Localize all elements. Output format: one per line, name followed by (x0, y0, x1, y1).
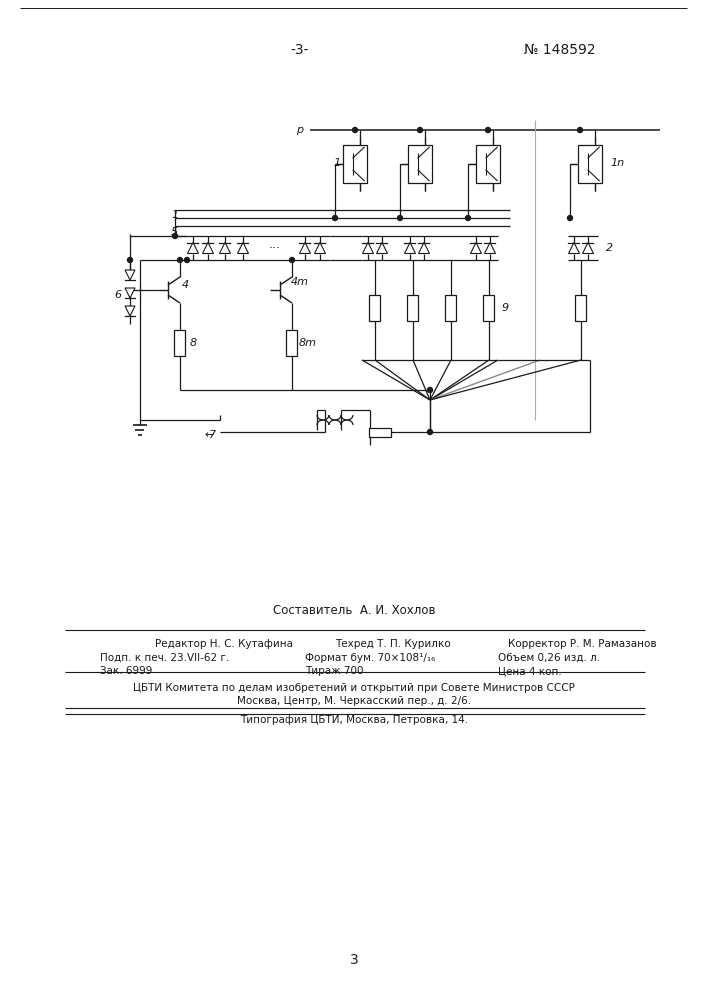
Text: Подп. к печ. 23.VII-62 г.: Подп. к печ. 23.VII-62 г. (100, 653, 229, 663)
Text: 3: 3 (350, 953, 358, 967)
Text: № 148592: № 148592 (524, 43, 596, 57)
Polygon shape (187, 242, 199, 253)
Polygon shape (300, 242, 310, 253)
Polygon shape (484, 242, 496, 253)
Text: Тираж 700: Тираж 700 (305, 666, 363, 676)
Polygon shape (219, 242, 230, 253)
Text: 6: 6 (115, 290, 122, 300)
Circle shape (465, 216, 470, 221)
Polygon shape (238, 242, 248, 253)
Bar (370, 295, 380, 321)
Text: 8: 8 (189, 338, 197, 348)
Polygon shape (125, 306, 135, 316)
Circle shape (578, 127, 583, 132)
Bar (175, 330, 185, 356)
Polygon shape (202, 242, 214, 253)
Polygon shape (377, 242, 387, 253)
Bar (369, 428, 391, 436)
Text: Зак. 6999: Зак. 6999 (100, 666, 153, 676)
Text: Техред Т. П. Курилко: Техред Т. П. Курилко (335, 639, 450, 649)
Circle shape (353, 127, 358, 132)
Text: ...: ... (269, 237, 281, 250)
Text: 2: 2 (607, 243, 614, 253)
Polygon shape (315, 242, 325, 253)
Polygon shape (470, 242, 481, 253)
Bar (575, 295, 587, 321)
Text: 5: 5 (170, 227, 177, 237)
Circle shape (486, 127, 491, 132)
Text: 8m: 8m (299, 338, 317, 348)
Text: Формат бум. 70×108¹/₁₆: Формат бум. 70×108¹/₁₆ (305, 653, 436, 663)
Polygon shape (419, 242, 429, 253)
Polygon shape (363, 242, 373, 253)
Text: 9: 9 (501, 303, 508, 313)
Circle shape (418, 127, 423, 132)
Bar (408, 145, 432, 183)
Polygon shape (404, 242, 416, 253)
Bar (286, 330, 298, 356)
Bar (343, 145, 367, 183)
Text: 7: 7 (209, 430, 216, 440)
Text: 1n: 1n (611, 158, 625, 168)
Circle shape (177, 257, 182, 262)
Text: ЦБТИ Комитета по делам изобретений и открытий при Совете Министров СССР: ЦБТИ Комитета по делам изобретений и отк… (133, 683, 575, 693)
Text: -3-: -3- (291, 43, 309, 57)
Text: 1: 1 (171, 210, 179, 220)
Circle shape (173, 233, 177, 238)
Text: Корректор Р. М. Рамазанов: Корректор Р. М. Рамазанов (508, 639, 657, 649)
Polygon shape (568, 242, 580, 253)
Text: Цена 4 коп.: Цена 4 коп. (498, 666, 562, 676)
Circle shape (568, 216, 573, 221)
Circle shape (332, 216, 337, 221)
Circle shape (397, 216, 402, 221)
Text: Объем 0,26 изд. л.: Объем 0,26 изд. л. (498, 653, 600, 663)
Circle shape (428, 430, 433, 434)
Circle shape (185, 257, 189, 262)
Bar (476, 145, 500, 183)
Text: Составитель  А. И. Хохлов: Составитель А. И. Хохлов (273, 603, 436, 616)
Circle shape (428, 387, 433, 392)
Text: Типография ЦБТИ, Москва, Петровка, 14.: Типография ЦБТИ, Москва, Петровка, 14. (240, 715, 468, 725)
Bar (484, 295, 494, 321)
Text: ←: ← (204, 430, 214, 440)
Bar (445, 295, 457, 321)
Bar (578, 145, 602, 183)
Polygon shape (125, 270, 135, 280)
Bar (407, 295, 419, 321)
Polygon shape (583, 242, 593, 253)
Text: p: p (296, 125, 303, 135)
Circle shape (127, 257, 132, 262)
Text: Москва, Центр, М. Черкасский пер., д. 2/6.: Москва, Центр, М. Черкасский пер., д. 2/… (237, 696, 471, 706)
Polygon shape (125, 288, 135, 298)
Circle shape (289, 257, 295, 262)
Text: Редактор Н. С. Кутафина: Редактор Н. С. Кутафина (155, 639, 293, 649)
Text: 4m: 4m (291, 277, 309, 287)
Text: 1: 1 (334, 158, 341, 168)
Text: 4: 4 (182, 280, 189, 290)
